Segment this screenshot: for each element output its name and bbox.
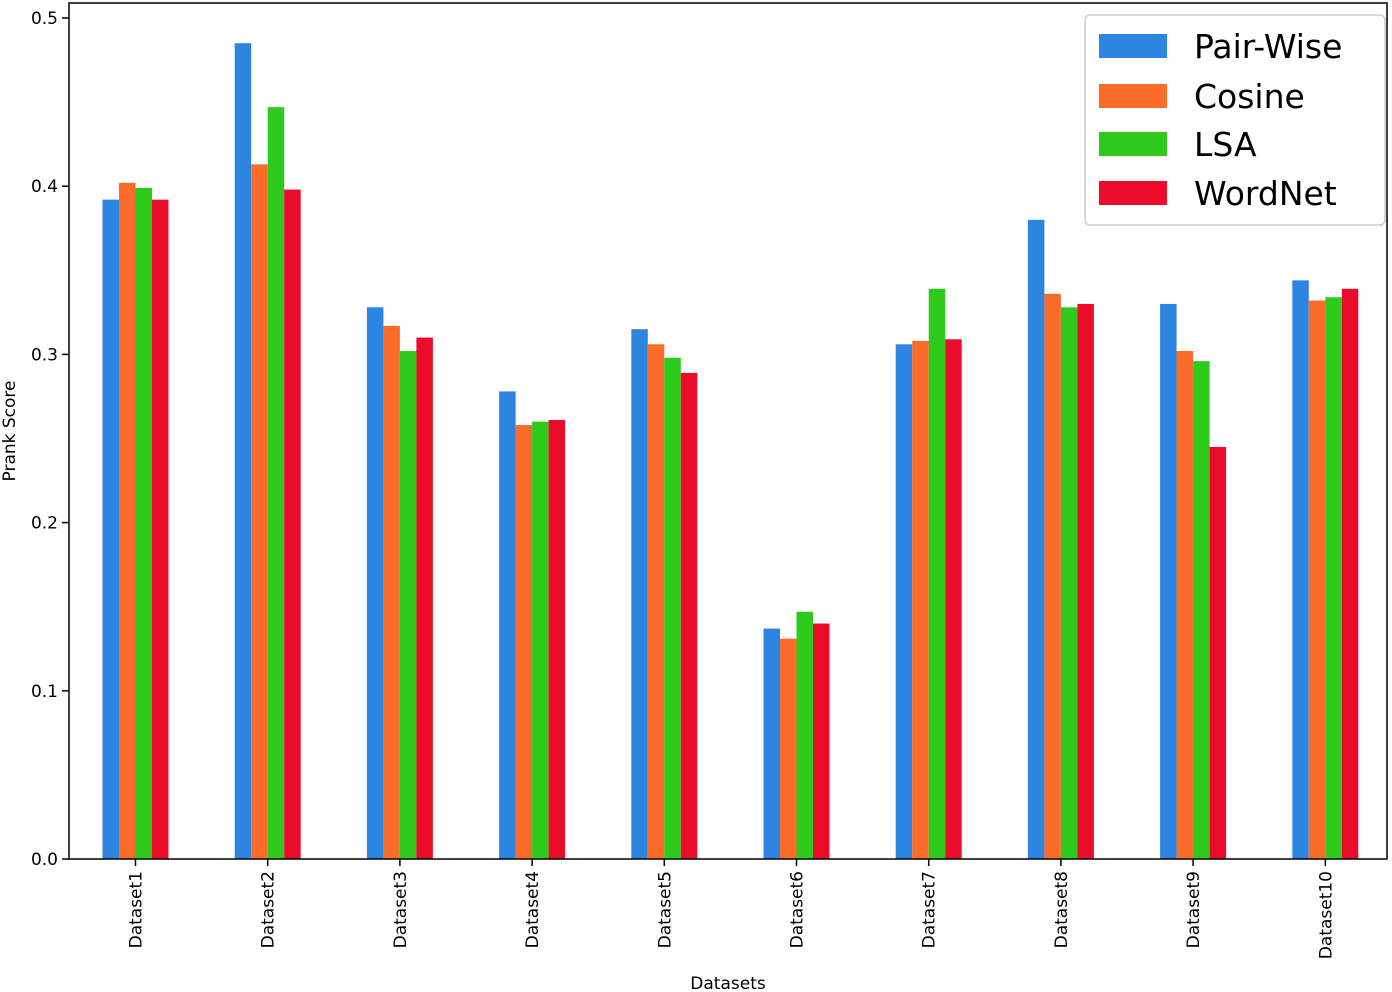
- bar-cosine-dataset8: [1044, 293, 1061, 859]
- x-tick-label: Dataset7: [920, 871, 940, 948]
- bar-cosine-dataset1: [119, 182, 136, 859]
- legend: Pair-Wise Cosine LSA WordNet: [1084, 14, 1386, 226]
- y-tick-label: 0.0: [31, 850, 58, 870]
- legend-label: WordNet: [1194, 174, 1337, 213]
- x-tick-label: Dataset6: [788, 871, 808, 948]
- bar-lsa-dataset6: [796, 611, 813, 859]
- bar-lsa-dataset9: [1193, 361, 1210, 859]
- x-axis-ticks: Dataset1 Dataset2 Dataset3 Dataset4 Dataset5…: [127, 859, 1336, 959]
- legend-label: Pair-Wise: [1194, 27, 1342, 66]
- y-tick-label: 0.2: [31, 514, 58, 534]
- bar-wordnet-dataset1: [152, 199, 169, 859]
- legend-swatch: [1099, 34, 1167, 58]
- x-tick-label: Dataset4: [523, 871, 543, 948]
- bar-cosine-dataset7: [912, 340, 929, 860]
- legend-label: Cosine: [1194, 77, 1305, 116]
- legend-swatch: [1099, 84, 1167, 108]
- bar-cosine-dataset2: [251, 164, 268, 860]
- x-axis-label: Datasets: [690, 974, 766, 992]
- y-tick-label: 0.4: [31, 177, 58, 197]
- x-tick-label: Dataset1: [127, 871, 147, 948]
- legend-swatch: [1099, 132, 1167, 156]
- bar-wordnet-dataset8: [1077, 303, 1094, 859]
- x-tick-label: Dataset5: [655, 871, 675, 948]
- bar-cosine-dataset4: [515, 425, 533, 859]
- bar-wordnet-dataset5: [680, 372, 698, 859]
- bar-cosine-dataset3: [383, 325, 400, 859]
- y-tick-label: 0.1: [31, 682, 58, 702]
- bar-wordnet-dataset10: [1341, 288, 1359, 859]
- x-tick-label: Dataset10: [1316, 871, 1336, 959]
- bar-lsa-dataset8: [1060, 307, 1078, 860]
- x-tick-label: Dataset9: [1184, 871, 1204, 948]
- bar-lsa-dataset7: [928, 288, 946, 859]
- y-tick-label: 0.5: [31, 9, 58, 29]
- y-axis-label: Prank Score: [0, 381, 20, 482]
- legend-swatch: [1099, 181, 1167, 205]
- bar-wordnet-dataset9: [1209, 446, 1227, 859]
- bar-cosine-dataset6: [780, 638, 797, 859]
- bar-wordnet-dataset4: [548, 419, 566, 859]
- bar-lsa-dataset4: [532, 421, 549, 859]
- bar-pair-wise-dataset10: [1292, 280, 1309, 860]
- bar-lsa-dataset3: [399, 351, 417, 859]
- legend-label: LSA: [1194, 125, 1257, 164]
- bar-cosine-dataset10: [1308, 300, 1326, 859]
- plot-area-frame: [68, 2, 1388, 860]
- bar-pair-wise-dataset4: [499, 391, 516, 859]
- bar-pair-wise-dataset6: [763, 628, 780, 859]
- bar-wordnet-dataset7: [945, 339, 962, 860]
- bar-pair-wise-dataset8: [1027, 219, 1045, 860]
- bar-pair-wise-dataset1: [102, 199, 119, 859]
- bar-pair-wise-dataset3: [366, 307, 384, 860]
- bar-lsa-dataset10: [1325, 297, 1342, 859]
- x-tick-label: Dataset3: [391, 871, 411, 948]
- bar-pair-wise-dataset2: [234, 43, 252, 860]
- bar-wordnet-dataset6: [813, 623, 830, 859]
- bar-wordnet-dataset2: [284, 189, 301, 860]
- bar-pair-wise-dataset9: [1160, 303, 1177, 859]
- x-tick-label: Dataset8: [1052, 871, 1072, 948]
- legend-box: [1084, 14, 1386, 226]
- y-tick-label: 0.3: [31, 345, 58, 365]
- bar-lsa-dataset2: [267, 107, 285, 859]
- bar-cosine-dataset9: [1176, 351, 1194, 859]
- bar-pair-wise-dataset7: [895, 344, 913, 860]
- bar-lsa-dataset1: [135, 187, 152, 859]
- bar-lsa-dataset5: [664, 357, 681, 859]
- bar-wordnet-dataset3: [416, 337, 433, 860]
- y-axis-ticks: 0.0 0.1 0.2 0.3 0.4 0.5: [31, 9, 69, 870]
- bar-pair-wise-dataset5: [631, 329, 648, 859]
- bars-group: [102, 43, 1359, 860]
- bar-cosine-dataset5: [647, 344, 665, 860]
- x-tick-label: Dataset2: [259, 871, 279, 948]
